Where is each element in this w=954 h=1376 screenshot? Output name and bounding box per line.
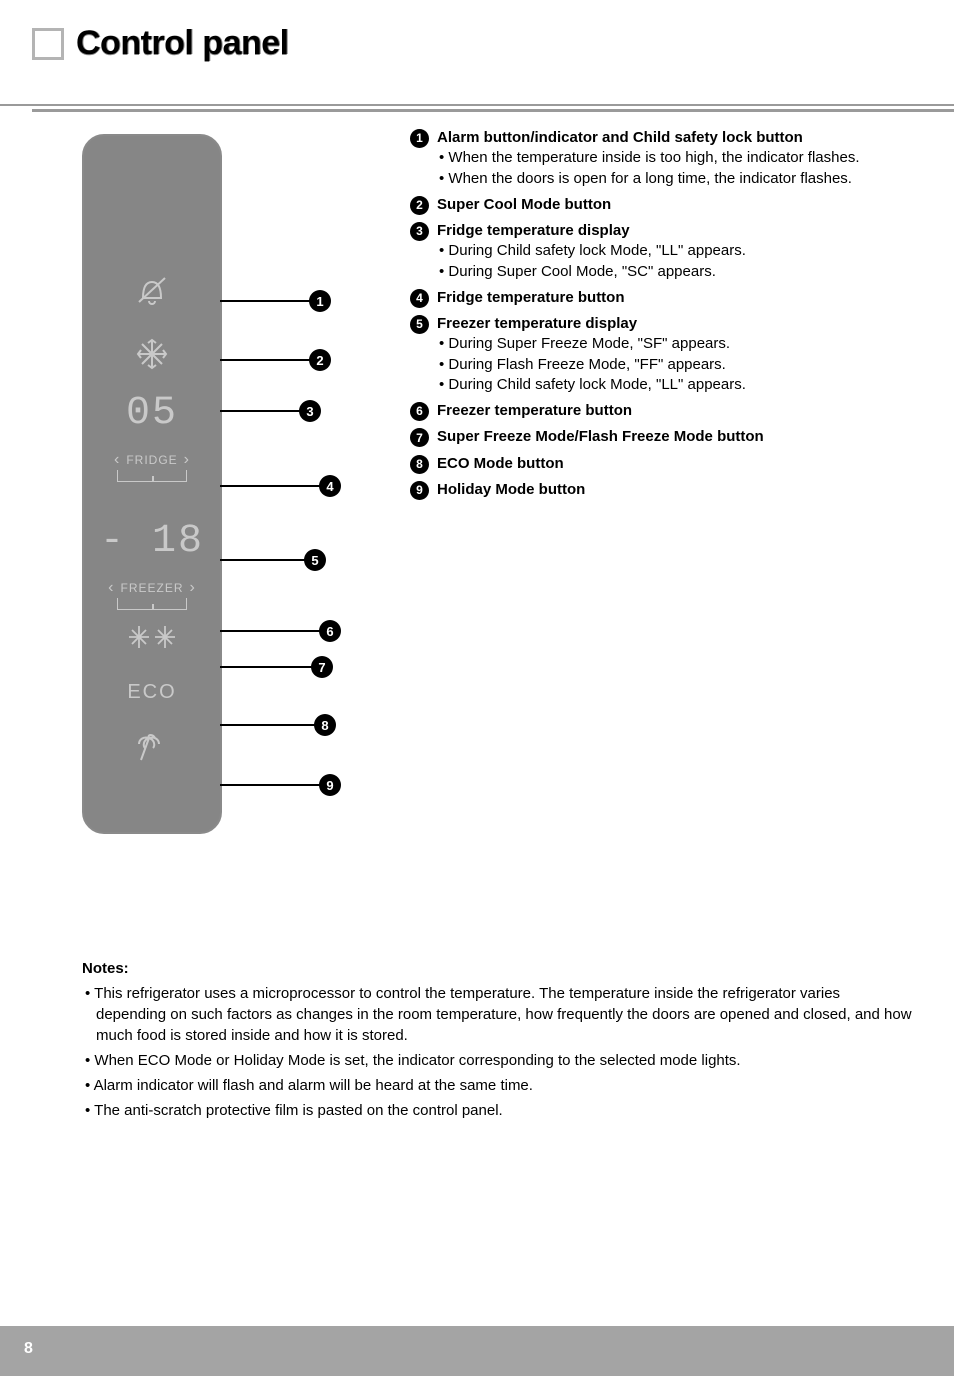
notes-item: Alarm indicator will flash and alarm wil… [82, 1075, 914, 1096]
control-panel-figure: 05 ‹ FRIDGE › - 18 ‹ FREEZER › [82, 134, 312, 834]
super-freeze-icon [84, 624, 220, 656]
fridge-tick-marks [117, 470, 187, 482]
description-body: Holiday Mode button [437, 480, 930, 500]
freezer-temp-button: ‹ FREEZER › [84, 580, 220, 596]
description-subitem: • When the temperature inside is too hig… [437, 148, 930, 168]
description-body: ECO Mode button [437, 454, 930, 474]
description-sublist: • During Child safety lock Mode, "LL" ap… [437, 241, 930, 282]
eco-mode-button: ECO [84, 682, 220, 702]
callout-9: 9 [220, 774, 341, 796]
description-number: 1 [410, 129, 429, 148]
description-title: Alarm button/indicator and Child safety … [437, 128, 930, 148]
fridge-temp-display: 05 [84, 394, 220, 434]
description-subitem: • During Flash Freeze Mode, "FF" appears… [437, 355, 930, 375]
description-title: Fridge temperature display [437, 221, 930, 241]
callout-7: 7 [220, 656, 333, 678]
freezer-label-text: FREEZER [120, 582, 183, 594]
callout-4: 4 [220, 475, 341, 497]
notes-title: Notes: [82, 958, 914, 979]
description-item: 2 Super Cool Mode button [410, 195, 930, 215]
description-item: 1 Alarm button/indicator and Child safety… [410, 128, 930, 189]
description-sublist: • During Super Freeze Mode, "SF" appears… [437, 334, 930, 395]
description-item: 4 Fridge temperature button [410, 288, 930, 308]
description-title: Freezer temperature display [437, 314, 930, 334]
callout-num: 1 [309, 290, 331, 312]
callout-num: 6 [319, 620, 341, 642]
description-number: 9 [410, 481, 429, 500]
alarm-icon [84, 276, 220, 312]
callout-num: 8 [314, 714, 336, 736]
holiday-icon [84, 732, 220, 768]
fridge-temp-button: ‹ FRIDGE › [84, 452, 220, 468]
description-item: 9 Holiday Mode button [410, 480, 930, 500]
notes-list: This refrigerator uses a microprocessor … [82, 983, 914, 1121]
callout-5: 5 [220, 549, 326, 571]
description-number: 4 [410, 289, 429, 308]
title-rule-1 [0, 104, 954, 106]
callout-num: 5 [304, 549, 326, 571]
description-title: Fridge temperature button [437, 288, 930, 308]
callout-num: 2 [309, 349, 331, 371]
page-footer: 8 [0, 1326, 954, 1376]
notes-section: Notes: This refrigerator uses a micropro… [82, 958, 914, 1125]
description-title: Super Cool Mode button [437, 195, 930, 215]
freezer-tick-marks [117, 598, 187, 610]
callout-2: 2 [220, 349, 331, 371]
callout-1: 1 [220, 290, 331, 312]
callout-3: 3 [220, 400, 321, 422]
description-number: 7 [410, 428, 429, 447]
description-body: Freezer temperature button [437, 401, 930, 421]
description-number: 3 [410, 222, 429, 241]
description-item: 8 ECO Mode button [410, 454, 930, 474]
description-subitem: • During Super Freeze Mode, "SF" appears… [437, 334, 930, 354]
control-panel-body: 05 ‹ FRIDGE › - 18 ‹ FREEZER › [82, 134, 222, 834]
description-body: Fridge temperature display• During Child… [437, 221, 930, 282]
description-subitem: • During Child safety lock Mode, "LL" ap… [437, 375, 930, 395]
page-title-bar: Control panel [32, 24, 954, 63]
description-number: 8 [410, 455, 429, 474]
chevron-left-icon: ‹ [114, 452, 120, 468]
description-item: 5 Freezer temperature display• During Sup… [410, 314, 930, 395]
callout-num: 9 [319, 774, 341, 796]
descriptions-column: 1 Alarm button/indicator and Child safety… [410, 128, 930, 506]
callout-6: 6 [220, 620, 341, 642]
description-sublist: • When the temperature inside is too hig… [437, 148, 930, 189]
description-title: Freezer temperature button [437, 401, 930, 421]
description-body: Alarm button/indicator and Child safety … [437, 128, 930, 189]
description-number: 5 [410, 315, 429, 334]
notes-item: The anti-scratch protective film is past… [82, 1100, 914, 1121]
chevron-right-icon: › [184, 452, 190, 468]
description-number: 6 [410, 402, 429, 421]
callout-num: 3 [299, 400, 321, 422]
page-number: 8 [24, 1340, 33, 1358]
super-cool-icon [84, 338, 220, 376]
description-item: 7 Super Freeze Mode/Flash Freeze Mode but… [410, 427, 930, 447]
title-decor-box [32, 28, 64, 60]
description-body: Freezer temperature display• During Supe… [437, 314, 930, 395]
notes-item: When ECO Mode or Holiday Mode is set, th… [82, 1050, 914, 1071]
description-number: 2 [410, 196, 429, 215]
notes-item: This refrigerator uses a microprocessor … [82, 983, 914, 1046]
description-subitem: • During Child safety lock Mode, "LL" ap… [437, 241, 930, 261]
description-body: Fridge temperature button [437, 288, 930, 308]
callout-num: 7 [311, 656, 333, 678]
title-rule-2 [32, 109, 954, 112]
chevron-left-icon: ‹ [108, 580, 114, 596]
page-title: Control panel [76, 24, 289, 63]
description-title: Holiday Mode button [437, 480, 930, 500]
description-subitem: • During Super Cool Mode, "SC" appears. [437, 262, 930, 282]
description-body: Super Freeze Mode/Flash Freeze Mode butt… [437, 427, 930, 447]
chevron-right-icon: › [190, 580, 196, 596]
description-title: Super Freeze Mode/Flash Freeze Mode butt… [437, 427, 930, 447]
fridge-label-text: FRIDGE [126, 454, 177, 466]
description-item: 6 Freezer temperature button [410, 401, 930, 421]
description-title: ECO Mode button [437, 454, 930, 474]
description-body: Super Cool Mode button [437, 195, 930, 215]
description-subitem: • When the doors is open for a long time… [437, 169, 930, 189]
callout-num: 4 [319, 475, 341, 497]
freezer-temp-display: - 18 [84, 522, 220, 562]
callout-8: 8 [220, 714, 336, 736]
description-item: 3 Fridge temperature display• During Chil… [410, 221, 930, 282]
